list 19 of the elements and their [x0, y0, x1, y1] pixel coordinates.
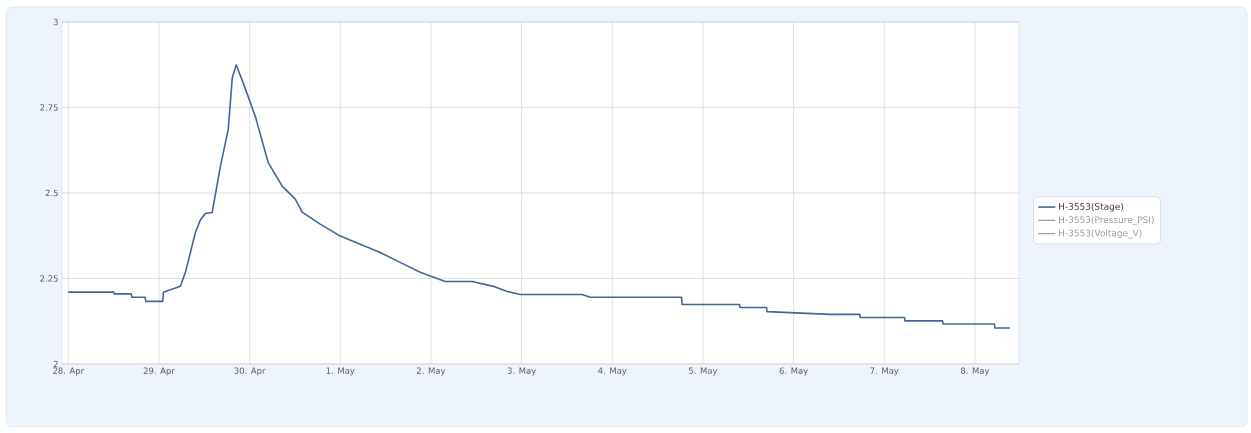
x-tick-label: 3. May: [507, 367, 536, 376]
x-tick-label: 28. Apr: [53, 367, 85, 376]
x-tick-label: 7. May: [870, 367, 899, 376]
x-tick-label: 6. May: [779, 367, 808, 376]
legend-label: H-3553(Voltage_V): [1059, 229, 1142, 239]
x-tick-label: 29. Apr: [143, 367, 175, 376]
y-tick-label: 2.5: [45, 189, 58, 197]
x-tick-label: 1. May: [326, 367, 355, 376]
x-tick-label: 8. May: [960, 367, 990, 376]
x-tick-label: 4. May: [598, 367, 627, 376]
x-tick-label: 2. May: [417, 367, 446, 376]
y-tick-label: 2: [53, 360, 58, 368]
x-tick-label: 5. May: [689, 367, 718, 376]
y-tick-label: 2.75: [40, 104, 58, 111]
y-tick-label: 2.25: [40, 275, 58, 282]
y-tick-label: 3: [53, 18, 58, 26]
x-tick-label: 30. Apr: [234, 367, 266, 376]
legend-label: H-3553(Stage): [1059, 202, 1124, 212]
legend-label: H-3553(Pressure_PSI): [1059, 216, 1154, 226]
